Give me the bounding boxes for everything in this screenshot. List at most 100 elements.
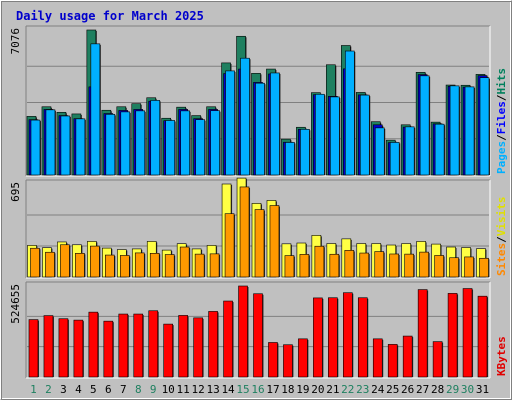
bar-visits-sites-day-29 — [449, 257, 460, 278]
x-tick-label-day-3: 3 — [60, 383, 67, 396]
bar-fill — [239, 186, 250, 278]
bar-kbytes-kbytes-day-15 — [238, 285, 249, 378]
bar-requests-pages-day-22 — [345, 50, 356, 176]
bar-kbytes-kbytes-day-28 — [432, 341, 444, 378]
bar-visits-sites-day-7 — [119, 255, 131, 278]
bar-visits-sites-day-10 — [164, 254, 176, 278]
bar-fill — [223, 300, 233, 378]
bar-kbytes-kbytes-day-27 — [417, 289, 429, 378]
bar-kbytes-kbytes-day-8 — [133, 313, 144, 378]
bar-fill — [73, 319, 84, 378]
x-tick-label-day-19: 19 — [296, 383, 309, 396]
bar-visits-sites-day-27 — [419, 251, 430, 278]
legend-entry: / — [495, 236, 508, 243]
bar-fill — [45, 109, 56, 176]
bar-fill — [300, 129, 310, 176]
x-tick-label-day-22: 22 — [341, 383, 354, 396]
bar-fill — [372, 338, 383, 378]
bar-kbytes-kbytes-day-7 — [118, 313, 129, 378]
bar-kbytes-kbytes-day-12 — [193, 317, 204, 378]
chart-title: Daily usage for March 2025 — [16, 9, 204, 23]
x-tick-label-day-16: 16 — [251, 383, 264, 396]
bar-fill — [345, 50, 355, 176]
x-tick-label-day-5: 5 — [90, 383, 97, 396]
bar-fill — [149, 253, 160, 278]
bar-fill — [268, 342, 278, 378]
bar-fill — [58, 318, 69, 378]
bar-kbytes-kbytes-day-24 — [372, 338, 384, 378]
bar-fill — [419, 75, 430, 176]
x-tick-label-day-12: 12 — [192, 383, 205, 396]
bar-requests-pages-day-19 — [300, 129, 311, 176]
bar-fill — [60, 244, 70, 278]
legend-entry: / — [495, 94, 508, 101]
bar-requests-pages-day-7 — [120, 111, 131, 176]
bar-fill — [208, 311, 218, 378]
panel-kbytes-legend: KBytes — [495, 336, 508, 376]
bar-fill — [240, 57, 250, 176]
bar-visits-sites-day-26 — [404, 253, 415, 278]
bar-fill — [43, 315, 54, 378]
bar-visits-sites-day-8 — [134, 252, 146, 278]
bar-fill — [163, 323, 173, 378]
bar-fill — [387, 344, 398, 378]
bar-fill — [150, 100, 161, 176]
bar-fill — [328, 297, 338, 378]
panel-kbytes: 524655 KBytes — [9, 281, 508, 379]
bar-fill — [464, 86, 475, 176]
chart-panels: 7076Pages/Files/Hits695Sites/Visits52465… — [9, 25, 508, 379]
bar-fill — [60, 115, 71, 176]
legend-entry: Sites — [495, 243, 508, 276]
bar-kbytes-kbytes-day-20 — [313, 297, 324, 378]
x-tick-label-day-27: 27 — [416, 383, 429, 396]
bar-fill — [165, 120, 175, 176]
bar-requests-pages-day-12 — [195, 119, 206, 176]
legend-entry: KBytes — [495, 336, 508, 376]
bar-requests-pages-day-4 — [75, 118, 86, 176]
bar-visits-sites-day-2 — [45, 251, 56, 278]
bar-requests-pages-day-31 — [479, 77, 491, 176]
bar-fill — [209, 253, 220, 278]
x-tick-label-day-18: 18 — [281, 383, 294, 396]
bar-visits-sites-day-6 — [105, 254, 116, 278]
x-tick-label-day-26: 26 — [401, 383, 414, 396]
bar-fill — [314, 245, 325, 278]
bar-visits-sites-day-15 — [239, 186, 251, 278]
bar-requests-pages-day-26 — [404, 126, 416, 176]
bar-visits-sites-day-19 — [299, 254, 310, 278]
bar-fill — [283, 344, 293, 378]
bar-fill — [357, 297, 368, 378]
x-tick-label-day-20: 20 — [311, 383, 324, 396]
x-tick-label-day-24: 24 — [371, 383, 385, 396]
bar-fill — [30, 247, 40, 278]
bar-fill — [374, 127, 385, 176]
bar-fill — [313, 297, 323, 378]
x-tick-label-day-8: 8 — [135, 383, 142, 396]
bar-fill — [254, 209, 265, 278]
bar-visits-sites-day-14 — [224, 213, 236, 278]
bar-requests-pages-day-13 — [210, 110, 221, 176]
bar-kbytes-kbytes-day-17 — [268, 342, 279, 378]
bar-kbytes-kbytes-day-4 — [73, 319, 84, 378]
legend-entry: Files — [495, 101, 508, 134]
bar-fill — [434, 123, 445, 176]
bar-fill — [389, 253, 400, 278]
bar-fill — [75, 118, 86, 176]
bar-fill — [359, 252, 370, 278]
bar-kbytes-kbytes-day-18 — [283, 344, 294, 378]
bar-fill — [133, 313, 144, 378]
bar-fill — [402, 335, 413, 378]
legend-entry: Pages — [495, 141, 508, 174]
bar-fill — [462, 288, 473, 378]
bar-requests-pages-day-17 — [270, 72, 281, 176]
bar-requests-pages-day-3 — [60, 115, 71, 176]
bar-visits-sites-day-22 — [344, 250, 355, 278]
bar-requests-pages-day-8 — [135, 110, 146, 176]
bar-kbytes-kbytes-day-11 — [178, 315, 189, 378]
x-tick-label-day-2: 2 — [45, 383, 52, 396]
panel-visits-max-label: 695 — [9, 182, 22, 202]
bar-fill — [105, 114, 116, 176]
bar-fill — [315, 93, 325, 176]
x-tick-label-day-31: 31 — [476, 383, 489, 396]
